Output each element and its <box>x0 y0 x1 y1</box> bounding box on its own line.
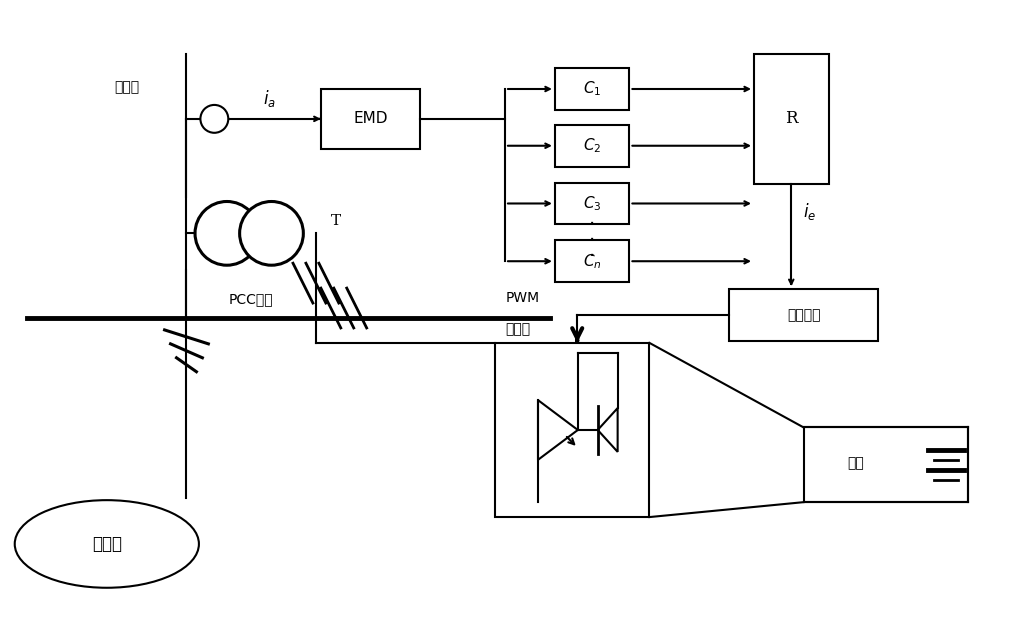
Text: ·: · <box>589 247 596 266</box>
Text: $C_3$: $C_3$ <box>582 194 601 213</box>
Bar <box>555 125 630 166</box>
Text: ·: · <box>589 231 596 250</box>
Text: 电流控制: 电流控制 <box>787 308 820 322</box>
Bar <box>321 89 421 149</box>
Circle shape <box>240 201 304 265</box>
Text: PCC母线: PCC母线 <box>228 292 274 306</box>
Text: $C_2$: $C_2$ <box>583 136 601 155</box>
Bar <box>754 54 828 184</box>
Circle shape <box>201 105 228 133</box>
Text: $C_1$: $C_1$ <box>583 80 601 98</box>
Bar <box>555 240 630 282</box>
Text: 电池: 电池 <box>847 456 864 470</box>
Text: R: R <box>785 110 797 127</box>
Text: EMD: EMD <box>353 112 388 126</box>
Circle shape <box>196 201 258 265</box>
Text: $i_a$: $i_a$ <box>262 88 276 109</box>
Bar <box>555 68 630 110</box>
Text: 风电场: 风电场 <box>92 535 121 553</box>
Text: $i_e$: $i_e$ <box>804 201 816 222</box>
Text: PWM: PWM <box>505 291 539 305</box>
Text: 变流器: 变流器 <box>505 322 530 336</box>
Text: 互感器: 互感器 <box>114 80 139 94</box>
Ellipse shape <box>14 500 199 587</box>
Text: ·: · <box>589 215 596 234</box>
Bar <box>555 183 630 224</box>
Text: $C_n$: $C_n$ <box>582 252 602 270</box>
Text: T: T <box>330 214 341 229</box>
Bar <box>729 289 879 341</box>
Bar <box>804 427 968 502</box>
Bar <box>495 343 649 517</box>
